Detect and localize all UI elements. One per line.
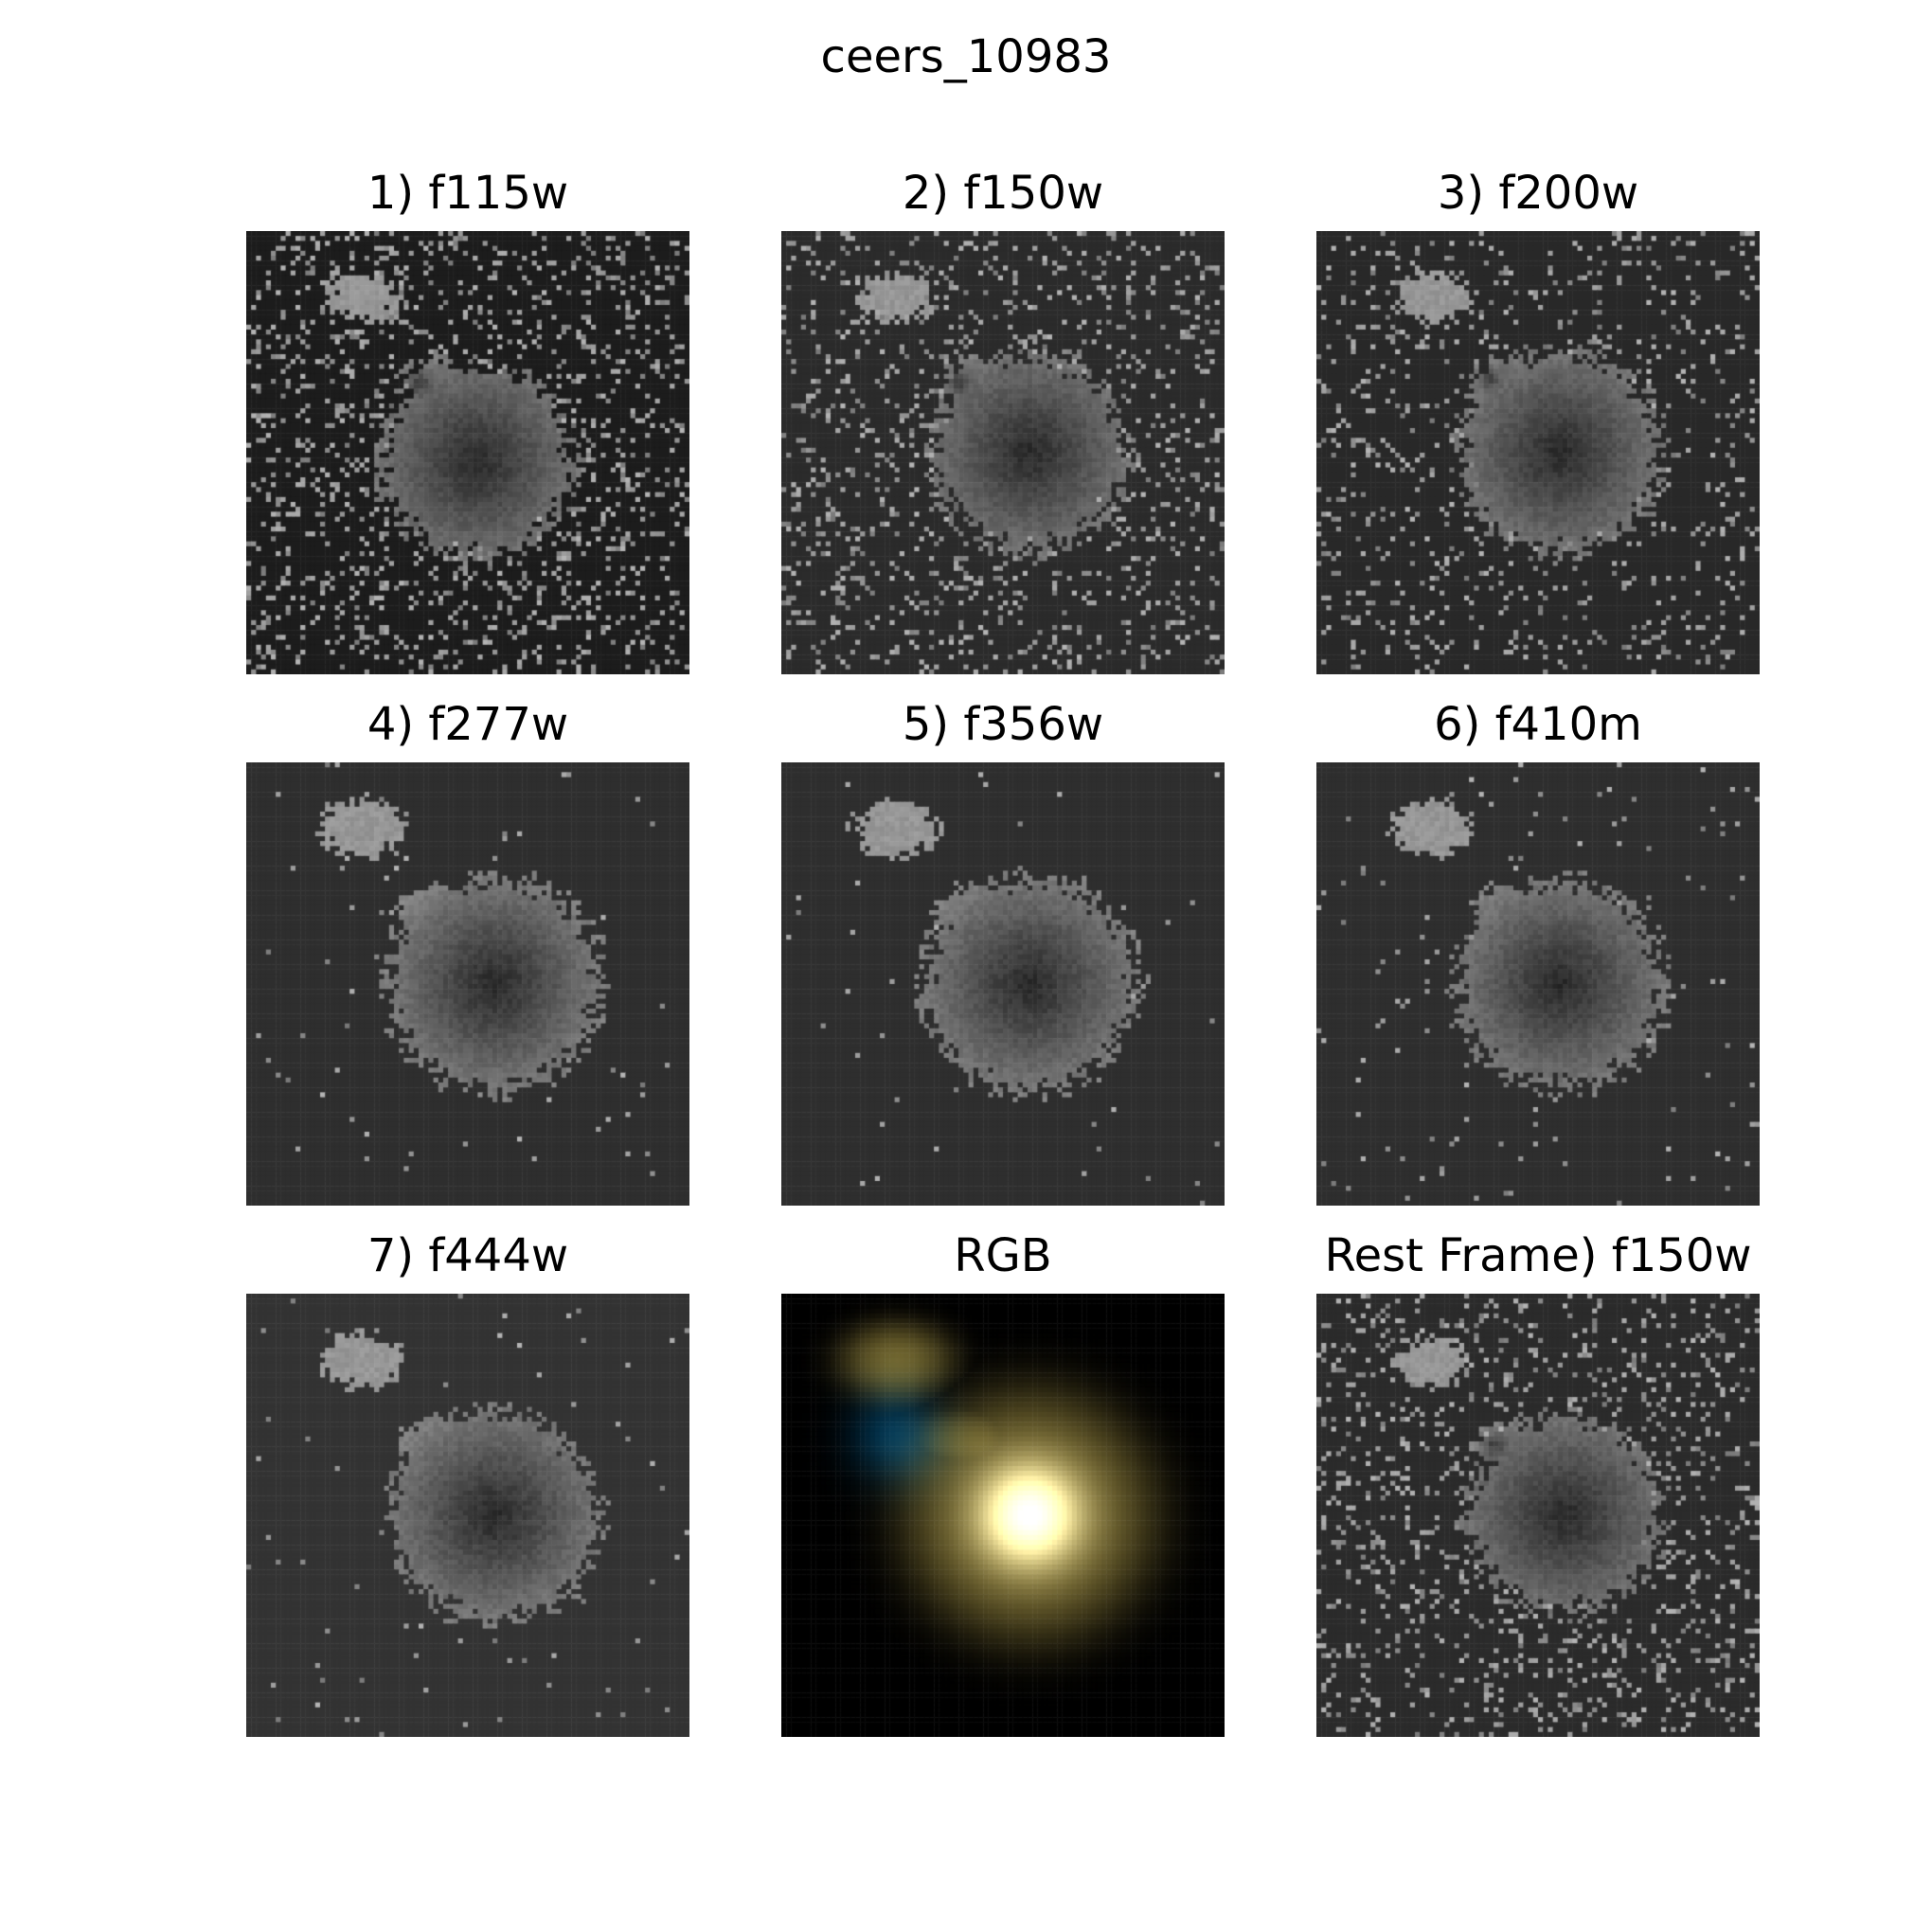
galaxy-cutout-image	[1316, 762, 1760, 1206]
panel-title: 6) f410m	[1434, 698, 1642, 751]
figure-title: ceers_10983	[820, 30, 1112, 83]
panel-title: 3) f200w	[1437, 167, 1639, 220]
galaxy-cutout-image	[246, 762, 689, 1206]
galaxy-cutout-image	[246, 231, 689, 674]
panel-title: 4) f277w	[367, 698, 569, 751]
panel-title: RGB	[954, 1229, 1052, 1282]
galaxy-cutout-image	[1316, 1294, 1760, 1737]
panel-title: 1) f115w	[367, 167, 569, 220]
galaxy-cutout-image	[246, 1294, 689, 1737]
galaxy-cutout-image	[781, 231, 1225, 674]
panel-title: 5) f356w	[902, 698, 1104, 751]
rgb-composite-image	[781, 1294, 1225, 1737]
panel-title: 2) f150w	[902, 167, 1104, 220]
panel-title: 7) f444w	[367, 1229, 569, 1282]
galaxy-cutout-image	[781, 762, 1225, 1206]
galaxy-cutout-image	[1316, 231, 1760, 674]
panel-title: Rest Frame) f150w	[1324, 1229, 1752, 1282]
